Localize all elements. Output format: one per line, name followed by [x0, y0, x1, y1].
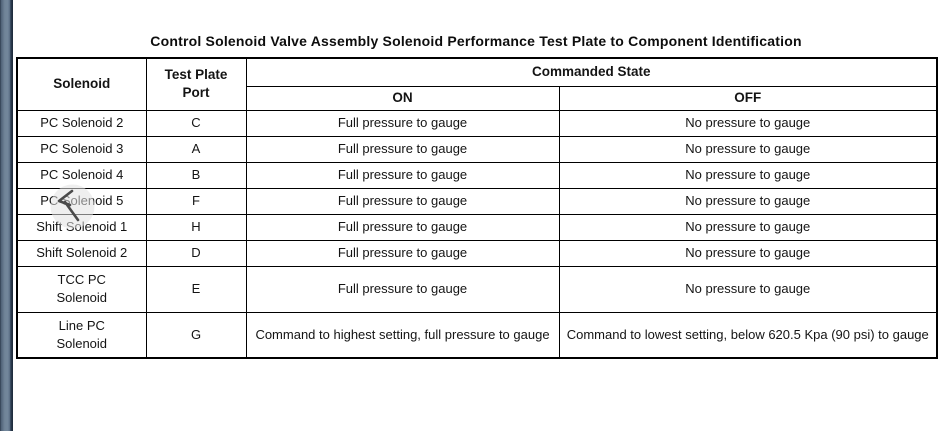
cell-off: No pressure to gauge [558, 239, 938, 267]
cell-off: No pressure to gauge [558, 109, 938, 137]
header-test-plate-port: Test Plate Port [145, 57, 247, 111]
cell-port: H [145, 213, 247, 241]
table-row: Shift Solenoid 2 D Full pressure to gaug… [16, 239, 938, 267]
header-on: ON [245, 85, 560, 111]
cell-solenoid: PC Solenoid 2 [16, 109, 147, 137]
table-row: PC Solenoid 2 C Full pressure to gauge N… [16, 109, 938, 137]
cell-on: Command to highest setting, full pressur… [245, 311, 560, 359]
cell-on: Full pressure to gauge [245, 239, 560, 267]
cell-on: Full pressure to gauge [245, 213, 560, 241]
cell-on: Full pressure to gauge [245, 161, 560, 189]
table-row: PC Solenoid 3 A Full pressure to gauge N… [16, 135, 938, 163]
cell-on: Full pressure to gauge [245, 109, 560, 137]
cell-off: No pressure to gauge [558, 135, 938, 163]
cell-solenoid: Line PC Solenoid [16, 311, 147, 359]
cell-off: No pressure to gauge [558, 161, 938, 189]
table-row: TCC PC Solenoid E Full pressure to gauge… [16, 265, 938, 313]
table-row: PC Solenoid 5 F Full pressure to gauge N… [16, 187, 938, 215]
cell-off: No pressure to gauge [558, 213, 938, 241]
cell-off: Command to lowest setting, below 620.5 K… [558, 311, 938, 359]
table-row: PC Solenoid 4 B Full pressure to gauge N… [16, 161, 938, 189]
cell-port: G [145, 311, 247, 359]
table-row: Shift Solenoid 1 H Full pressure to gaug… [16, 213, 938, 241]
header-commanded-state: Commanded State [245, 57, 938, 87]
cell-on: Full pressure to gauge [245, 265, 560, 313]
cell-solenoid: PC Solenoid 5 [16, 187, 147, 215]
window-edge-bar [0, 0, 13, 431]
cell-port: D [145, 239, 247, 267]
cell-solenoid: PC Solenoid 3 [16, 135, 147, 163]
cell-port: A [145, 135, 247, 163]
cell-solenoid: PC Solenoid 4 [16, 161, 147, 189]
cell-port: C [145, 109, 247, 137]
header-solenoid: Solenoid [16, 57, 147, 111]
cell-off: No pressure to gauge [558, 265, 938, 313]
solenoid-performance-table: Solenoid Test Plate Port Commanded State… [16, 57, 938, 359]
cell-on: Full pressure to gauge [245, 135, 560, 163]
cell-port: F [145, 187, 247, 215]
cell-solenoid: Shift Solenoid 2 [16, 239, 147, 267]
cell-port: E [145, 265, 247, 313]
cell-solenoid: Shift Solenoid 1 [16, 213, 147, 241]
cell-on: Full pressure to gauge [245, 187, 560, 215]
page-title: Control Solenoid Valve Assembly Solenoid… [150, 33, 802, 49]
header-off: OFF [558, 85, 938, 111]
cell-solenoid: TCC PC Solenoid [16, 265, 147, 313]
table-row: Line PC Solenoid G Command to highest se… [16, 311, 938, 359]
cell-port: B [145, 161, 247, 189]
cell-off: No pressure to gauge [558, 187, 938, 215]
